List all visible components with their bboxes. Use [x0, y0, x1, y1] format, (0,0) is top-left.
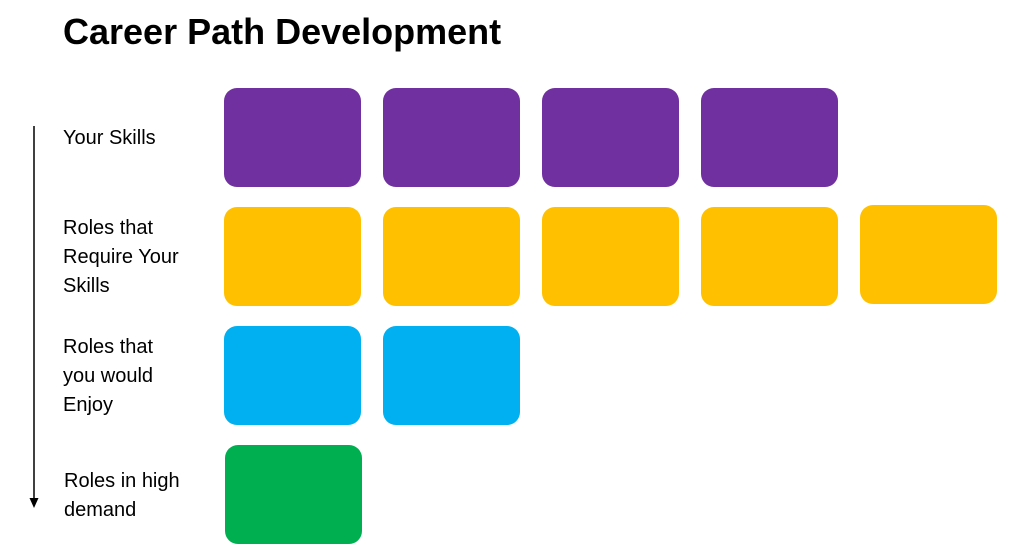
- row-label-roles-require-skills: Roles that Require Your Skills: [63, 217, 179, 297]
- skill-box: [701, 88, 838, 187]
- row-label-roles-enjoy: Roles that you would Enjoy: [63, 336, 154, 416]
- high-demand-role-box: [225, 445, 362, 544]
- required-role-box: [224, 207, 361, 306]
- skill-box: [542, 88, 679, 187]
- required-role-box: [383, 207, 520, 306]
- page-title: Career Path Development: [63, 11, 502, 52]
- enjoy-role-box: [224, 326, 361, 425]
- enjoy-role-box: [383, 326, 520, 425]
- skill-box: [383, 88, 520, 187]
- required-role-box: [542, 207, 679, 306]
- row-label-roles-high-demand: Roles in high demand: [64, 470, 180, 521]
- required-role-box: [701, 207, 838, 306]
- progression-arrow: [29, 126, 39, 508]
- skill-box: [224, 88, 361, 187]
- required-role-box: [860, 205, 997, 304]
- row-label-your-skills: Your Skills: [63, 127, 156, 149]
